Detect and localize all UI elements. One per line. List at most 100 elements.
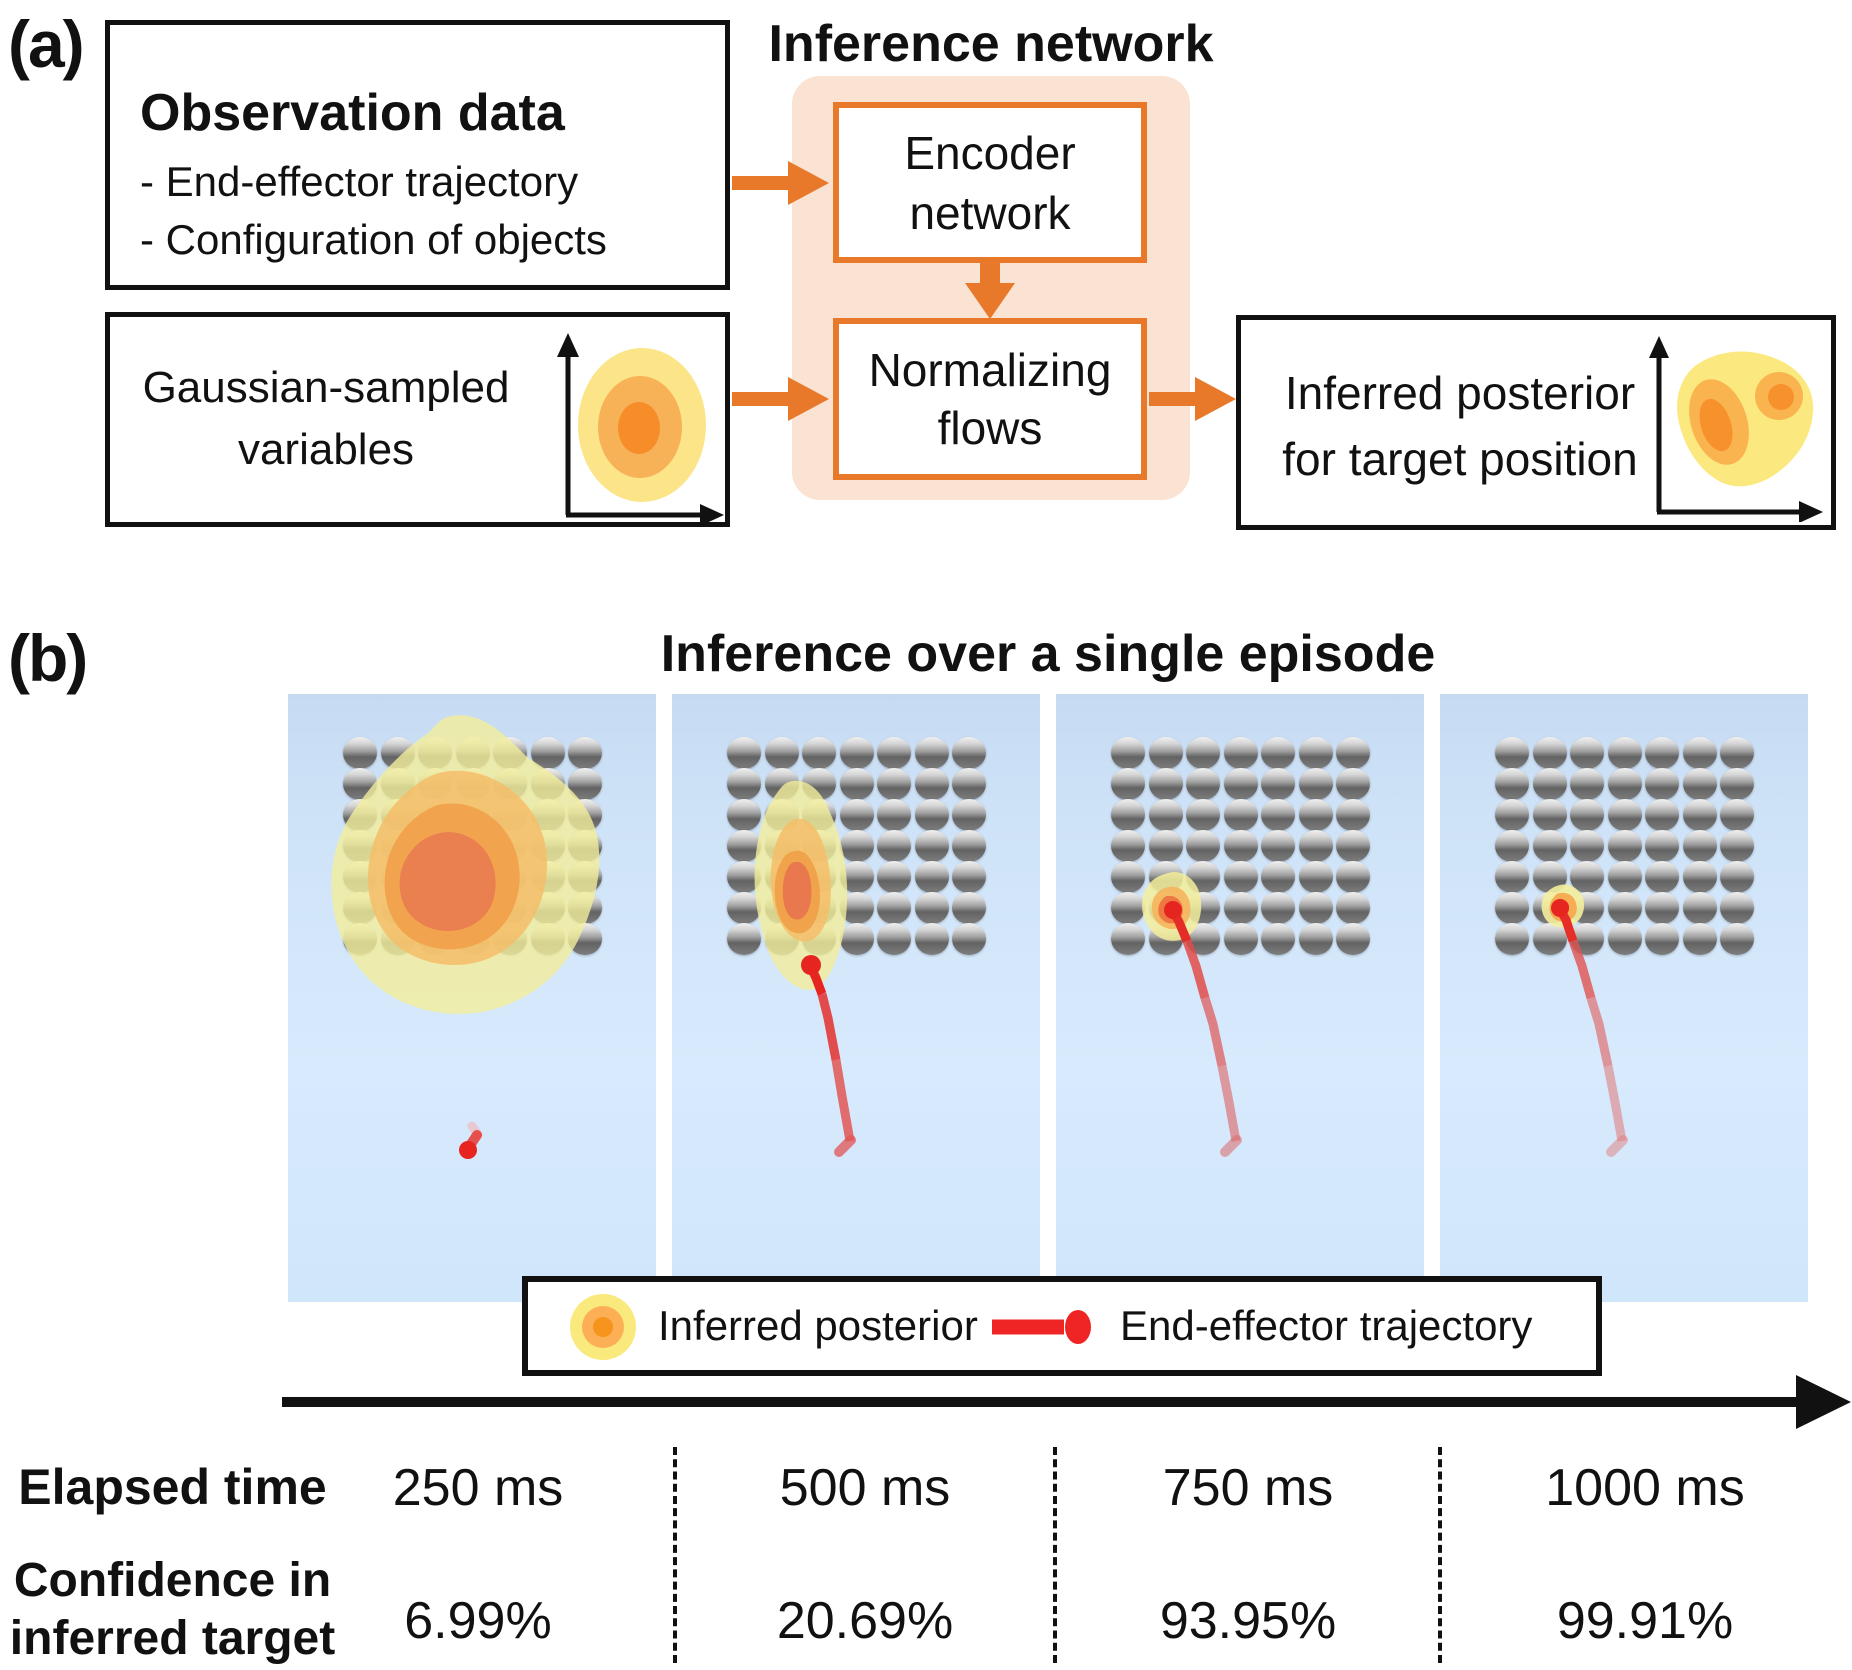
inferred-posterior-box: Inferred posterior for target position [1236, 315, 1836, 530]
object-sphere [1261, 830, 1295, 862]
gaussian-box: Gaussian-sampled variables [105, 312, 730, 527]
confidence-label-line1: Confidence in [13, 1554, 332, 1607]
object-sphere [1223, 737, 1258, 769]
inferred-posterior-line1: Inferred posterior [1284, 367, 1636, 419]
object-sphere [1682, 861, 1717, 893]
inference-network-title: Inference network [768, 15, 1214, 73]
episode-frame-500ms [672, 694, 1040, 1302]
object-sphere [530, 768, 565, 800]
time-axis-arrowhead [1796, 1375, 1851, 1429]
object-sphere [493, 861, 527, 893]
object-sphere [1336, 737, 1370, 769]
object-sphere [455, 892, 490, 924]
object-sphere [914, 799, 949, 831]
object-sphere [1223, 799, 1258, 831]
flows-box-line1: Normalizing [868, 344, 1112, 396]
object-sphere [380, 861, 415, 893]
object-sphere [1532, 830, 1567, 862]
object-sphere [1607, 830, 1642, 862]
object-sphere [418, 861, 452, 893]
object-sphere [727, 830, 761, 862]
panel-a-label: (a) [8, 7, 85, 81]
object-sphere [343, 768, 377, 800]
confidence-value: 6.99% [404, 1592, 552, 1650]
object-sphere [802, 830, 836, 862]
object-sphere [764, 737, 799, 769]
object-sphere [1682, 892, 1717, 924]
object-sphere [1495, 799, 1529, 831]
observation-data-box: Observation data - End-effector trajecto… [105, 20, 730, 290]
object-sphere [1186, 892, 1220, 924]
column-divider [1438, 1447, 1442, 1663]
object-sphere [1336, 892, 1370, 924]
object-sphere [418, 768, 452, 800]
observation-to-encoder-arrow [732, 176, 790, 190]
object-sphere [455, 861, 490, 893]
object-sphere [1645, 861, 1679, 893]
object-sphere [1186, 923, 1220, 955]
object-sphere [1298, 768, 1333, 800]
column-divider [1053, 1447, 1057, 1663]
object-sphere [1186, 861, 1220, 893]
object-sphere [1570, 923, 1604, 955]
inferred-posterior-line2: for target position [1282, 433, 1638, 485]
object-sphere [568, 830, 602, 862]
object-sphere [1261, 892, 1295, 924]
object-sphere [727, 892, 761, 924]
object-sphere [568, 861, 602, 893]
object-sphere [1148, 861, 1183, 893]
encoder-to-flows-arrowhead [965, 283, 1015, 319]
object-sphere [1186, 799, 1220, 831]
object-sphere [1495, 923, 1529, 955]
object-sphere [530, 923, 565, 955]
object-sphere [1261, 861, 1295, 893]
sphere-grid [1056, 694, 1424, 1302]
object-sphere [952, 892, 986, 924]
object-sphere [839, 923, 874, 955]
object-sphere [1298, 799, 1333, 831]
object-sphere [1111, 861, 1145, 893]
object-sphere [764, 768, 799, 800]
object-sphere [1570, 892, 1604, 924]
object-sphere [1570, 861, 1604, 893]
object-sphere [764, 892, 799, 924]
object-sphere [1645, 830, 1679, 862]
object-sphere [1298, 923, 1333, 955]
object-sphere [1148, 737, 1183, 769]
object-sphere [802, 861, 836, 893]
object-sphere [1570, 799, 1604, 831]
episode-frame-1000ms [1440, 694, 1808, 1302]
object-sphere [418, 923, 452, 955]
elapsed-time-value: 500 ms [779, 1459, 951, 1517]
object-sphere [727, 768, 761, 800]
object-sphere [914, 737, 949, 769]
object-sphere [952, 830, 986, 862]
object-sphere [568, 923, 602, 955]
object-sphere [380, 737, 415, 769]
episode-title: Inference over a single episode [660, 625, 1436, 683]
legend-trajectory-label: End-effector trajectory [1120, 1302, 1533, 1349]
object-sphere [877, 737, 911, 769]
object-sphere [455, 830, 490, 862]
object-sphere [493, 737, 527, 769]
object-sphere [343, 830, 377, 862]
object-sphere [455, 737, 490, 769]
object-sphere [1495, 737, 1529, 769]
object-sphere [1607, 768, 1642, 800]
object-sphere [568, 892, 602, 924]
observation-to-encoder-arrowhead [788, 161, 829, 205]
object-sphere [1111, 799, 1145, 831]
object-sphere [568, 768, 602, 800]
flows-to-posterior-arrow [1149, 392, 1197, 406]
object-sphere [1532, 768, 1567, 800]
object-sphere [493, 768, 527, 800]
object-sphere [1645, 799, 1679, 831]
object-sphere [877, 830, 911, 862]
gaussian-label-line1: Gaussian-sampled [142, 363, 510, 412]
object-sphere [380, 923, 415, 955]
object-sphere [914, 892, 949, 924]
object-sphere [1148, 923, 1183, 955]
posterior-distribution-icon [1649, 336, 1823, 522]
object-sphere [839, 737, 874, 769]
object-sphere [727, 861, 761, 893]
